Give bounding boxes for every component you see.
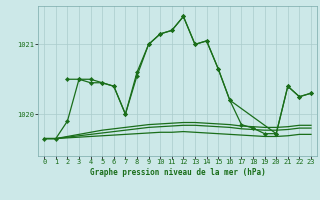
X-axis label: Graphe pression niveau de la mer (hPa): Graphe pression niveau de la mer (hPa) [90, 168, 266, 177]
